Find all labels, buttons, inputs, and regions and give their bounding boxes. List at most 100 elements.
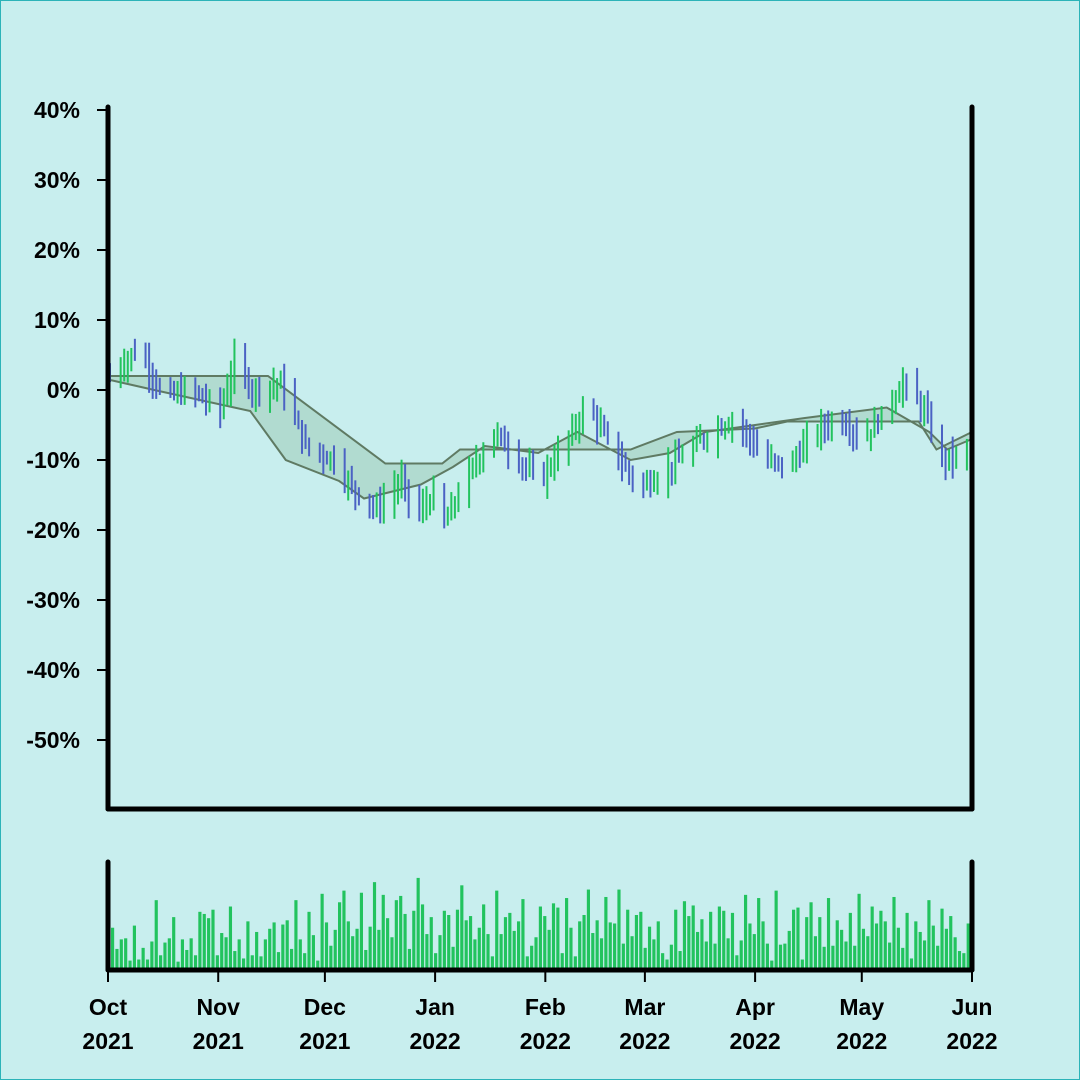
volume-bar bbox=[477, 927, 481, 968]
x-tick-month: Feb bbox=[525, 994, 566, 1020]
volume-bar bbox=[813, 936, 818, 968]
volume-bar bbox=[726, 938, 730, 968]
volume-bar bbox=[940, 908, 944, 968]
volume-bar bbox=[154, 900, 158, 968]
volume-bar bbox=[538, 906, 542, 968]
volume-bar bbox=[870, 906, 874, 968]
x-tick-year: 2022 bbox=[836, 1028, 887, 1054]
volume-bar bbox=[565, 898, 569, 968]
volume-bar bbox=[805, 917, 809, 968]
volume-bar bbox=[403, 913, 407, 968]
volume-bar bbox=[512, 930, 516, 968]
volume-bar bbox=[949, 916, 953, 968]
volume-bar bbox=[761, 921, 765, 968]
volume-bar bbox=[547, 929, 551, 968]
volume-bar bbox=[303, 953, 307, 968]
volume-bar bbox=[115, 948, 119, 968]
volume-bar bbox=[722, 910, 726, 968]
volume-bar bbox=[853, 945, 857, 968]
volume-bar bbox=[770, 960, 774, 968]
volume-bar bbox=[927, 900, 931, 968]
volume-bar bbox=[556, 907, 560, 968]
volume-bar bbox=[560, 953, 564, 968]
x-tick-year: 2022 bbox=[520, 1028, 571, 1054]
volume-bar bbox=[752, 934, 756, 968]
volume-bar bbox=[111, 927, 115, 968]
volume-bar bbox=[364, 949, 368, 968]
y-tick-label: 20% bbox=[34, 237, 80, 263]
volume-bar bbox=[840, 929, 844, 968]
volume-bar bbox=[298, 939, 302, 968]
volume-bar bbox=[543, 916, 547, 968]
volume-bar bbox=[185, 949, 189, 968]
volume-bar bbox=[608, 922, 612, 968]
volume-bar bbox=[202, 913, 206, 968]
volume-bar bbox=[647, 926, 652, 968]
volume-bar bbox=[451, 946, 455, 968]
volume-bar bbox=[159, 955, 163, 968]
volume-bar bbox=[132, 925, 136, 968]
volume-bar bbox=[180, 939, 185, 968]
volume-bar bbox=[276, 952, 281, 968]
volume-bar bbox=[944, 928, 948, 968]
volume-bar bbox=[390, 937, 394, 968]
y-tick-label: -10% bbox=[26, 447, 80, 473]
volume-bar bbox=[508, 912, 512, 968]
volume-bar bbox=[573, 956, 577, 968]
volume-bar bbox=[255, 931, 259, 968]
volume-bar bbox=[739, 940, 743, 968]
y-tick-label: -20% bbox=[26, 517, 80, 543]
volume-bar bbox=[800, 959, 804, 968]
volume-bar bbox=[530, 945, 534, 968]
volume-bar bbox=[665, 959, 669, 968]
volume-bar bbox=[246, 921, 250, 968]
x-tick-month: Jun bbox=[952, 994, 993, 1020]
volume-bar bbox=[250, 955, 254, 968]
volume-bar bbox=[922, 940, 927, 968]
volume-bar bbox=[687, 916, 691, 968]
volume-bar bbox=[429, 917, 433, 968]
volume-bar bbox=[879, 910, 883, 968]
volume-bar bbox=[215, 955, 219, 968]
volume-bar bbox=[656, 921, 660, 968]
volume-bar bbox=[861, 928, 866, 968]
y-tick-label: 0% bbox=[47, 377, 80, 403]
volume-bar bbox=[420, 904, 425, 968]
volume-bar bbox=[826, 898, 831, 968]
volume-bar bbox=[778, 944, 783, 968]
volume-bar bbox=[381, 894, 385, 968]
volume-bar bbox=[425, 934, 429, 968]
volume-bar bbox=[368, 926, 372, 968]
volume-bar bbox=[128, 960, 132, 968]
volume-bar bbox=[241, 958, 246, 968]
price-bars bbox=[109, 338, 972, 529]
volume-bar bbox=[516, 921, 521, 968]
volume-bar bbox=[172, 917, 176, 968]
volume-bar bbox=[167, 938, 171, 968]
volume-bar bbox=[643, 947, 647, 968]
volume-bar bbox=[455, 909, 460, 968]
x-tick-month: Mar bbox=[624, 994, 665, 1020]
volume-bar bbox=[613, 923, 617, 968]
volume-bar bbox=[757, 898, 761, 968]
volume-bar bbox=[119, 939, 123, 968]
volume-bars bbox=[111, 877, 970, 968]
volume-bar bbox=[844, 941, 848, 968]
volume-bar bbox=[957, 951, 962, 968]
volume-bar bbox=[329, 945, 333, 968]
volume-bar bbox=[145, 959, 150, 968]
volume-bar bbox=[652, 939, 656, 968]
volume-bar bbox=[163, 942, 167, 968]
volume-bar bbox=[905, 912, 909, 968]
x-tick-month: Nov bbox=[196, 994, 240, 1020]
volume-bar bbox=[311, 935, 315, 968]
volume-bar bbox=[783, 943, 787, 968]
volume-bar bbox=[669, 944, 673, 968]
volume-bar bbox=[966, 923, 970, 968]
volume-bar bbox=[338, 902, 342, 968]
volume-bar bbox=[220, 933, 224, 968]
volume-bar bbox=[874, 923, 879, 968]
volume-bar bbox=[233, 951, 237, 968]
volume-bar bbox=[578, 921, 582, 968]
volume-bar bbox=[822, 946, 826, 968]
